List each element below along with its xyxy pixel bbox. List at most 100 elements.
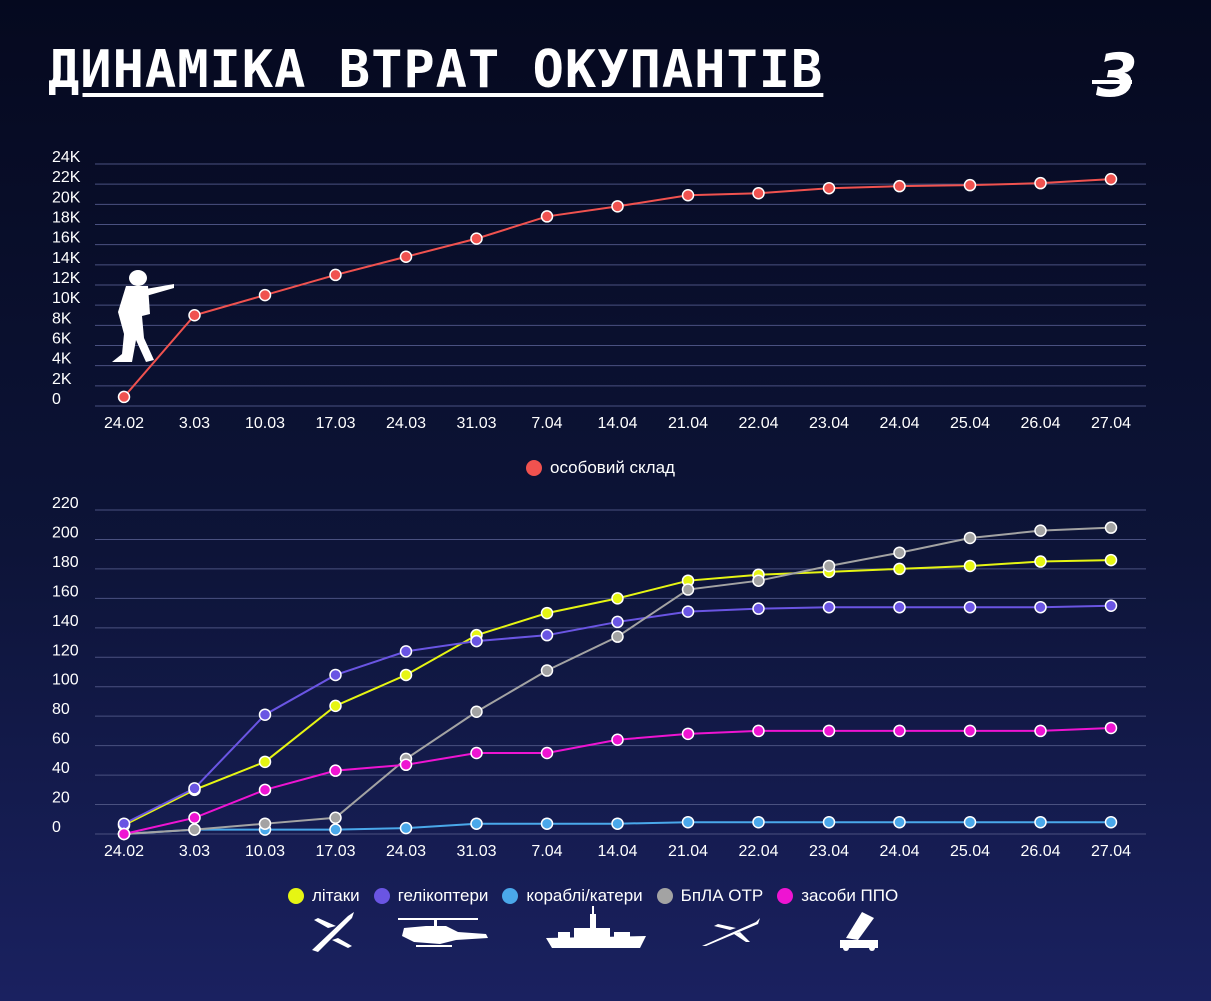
legend-item: БпЛА ОТР <box>656 886 764 906</box>
x-tick-label: 21.04 <box>668 415 708 432</box>
data-point <box>540 664 554 677</box>
y-tick-label: 60 <box>52 731 70 748</box>
y-tick-label: 0 <box>52 391 61 408</box>
data-point <box>117 827 131 841</box>
data-point <box>752 186 765 200</box>
data-point <box>329 811 342 825</box>
legend-item: кораблі/катери <box>502 886 643 906</box>
data-point <box>1104 553 1118 567</box>
y-tick-label: 2K <box>52 371 72 388</box>
data-point <box>752 574 765 587</box>
equipment-chart: 0 20 40 60 80 100 120 140 160 180 200 220 24.02 3.03 1… <box>52 495 1146 860</box>
data-point <box>822 559 836 573</box>
logo-icon: 3 <box>1092 41 1138 105</box>
data-point <box>752 724 765 738</box>
helicopter-icon <box>398 918 488 947</box>
legend-label: літаки <box>312 886 360 905</box>
legend-dot <box>288 888 304 904</box>
y-tick-label: 100 <box>52 672 79 689</box>
air-defense-icon <box>840 912 878 951</box>
data-point <box>611 733 624 746</box>
plane-icon <box>312 912 354 952</box>
x-tick-label: 27.04 <box>1091 415 1131 432</box>
x-tick-label: 22.04 <box>738 415 778 432</box>
data-point <box>399 821 413 835</box>
data-point <box>1034 600 1047 614</box>
y-tick-label: 120 <box>52 642 79 659</box>
data-point <box>540 210 554 223</box>
data-point <box>681 815 695 829</box>
data-point <box>611 615 624 629</box>
data-point <box>1104 172 1118 186</box>
legend-item: засоби ППО <box>777 886 898 906</box>
x-tick-label: 7.04 <box>531 843 562 860</box>
data-point <box>188 782 201 795</box>
data-point <box>1034 555 1047 568</box>
data-point <box>540 606 554 620</box>
legend-equipment: літаки гелікоптери кораблі/катери БпЛА О… <box>288 886 898 906</box>
data-point <box>470 705 483 719</box>
legend-label: засоби ППО <box>801 886 899 905</box>
data-point <box>681 189 695 202</box>
x-tick-label: 26.04 <box>1020 843 1060 860</box>
data-point <box>1034 815 1047 829</box>
drone-icon <box>702 918 760 946</box>
data-point <box>611 817 624 830</box>
y-tick-label: 22K <box>52 169 81 186</box>
data-point <box>399 668 413 682</box>
y-tick-label: 8K <box>52 310 72 327</box>
data-point <box>893 600 906 614</box>
x-tick-label: 7.04 <box>531 415 562 432</box>
data-point <box>399 250 413 264</box>
data-point <box>681 605 695 618</box>
legend-dot <box>502 888 519 904</box>
legend-dot <box>526 460 542 476</box>
x-tick-label: 24.04 <box>879 415 919 432</box>
x-tick-label: 31.03 <box>456 843 496 860</box>
x-tick-label: 22.04 <box>738 843 778 860</box>
data-point <box>752 815 765 829</box>
y-tick-label: 24K <box>52 149 81 166</box>
x-tick-label: 3.03 <box>179 843 210 860</box>
data-point <box>1104 599 1118 612</box>
x-tick-label: 24.02 <box>104 415 144 432</box>
x-tick-label: 14.04 <box>597 415 637 432</box>
data-point <box>329 268 342 282</box>
data-point <box>329 764 342 777</box>
legend-dot <box>373 888 390 904</box>
x-tick-label: 17.03 <box>315 415 355 432</box>
page-title: ДИНАМІКА ВТРАТ ОКУПАНТІВ <box>48 40 824 100</box>
data-point <box>1104 521 1118 534</box>
x-tick-label: 10.03 <box>245 843 285 860</box>
data-point <box>1034 724 1047 738</box>
x-tick-label: 23.04 <box>809 843 849 860</box>
data-point <box>752 602 765 615</box>
y-tick-label: 12K <box>52 270 81 287</box>
y-tick-label: 10K <box>52 290 81 307</box>
legend-label: БпЛА ОТР <box>680 886 764 905</box>
x-tick-label: 24.03 <box>386 843 426 860</box>
data-point <box>329 823 342 836</box>
data-point <box>611 630 624 643</box>
y-tick-label: 6K <box>52 331 72 348</box>
y-tick-label: 140 <box>52 613 79 630</box>
x-tick-label: 14.04 <box>597 843 637 860</box>
data-point <box>963 815 977 829</box>
data-point <box>188 823 201 836</box>
data-point <box>399 758 413 772</box>
x-tick-label: 24.04 <box>879 843 919 860</box>
data-point <box>893 179 906 193</box>
data-point <box>893 724 906 738</box>
x-tick-label: 21.04 <box>668 843 708 860</box>
y-tick-label: 0 <box>52 819 61 836</box>
data-point <box>258 817 272 830</box>
y-tick-label: 80 <box>52 701 70 718</box>
data-point <box>399 645 413 658</box>
x-tick-label: 10.03 <box>245 415 285 432</box>
y-tick-label: 20 <box>52 790 70 807</box>
y-tick-label: 16K <box>52 230 81 247</box>
data-point <box>540 746 554 760</box>
data-point <box>470 817 483 830</box>
data-point <box>329 668 342 682</box>
legend-dot <box>777 888 794 904</box>
